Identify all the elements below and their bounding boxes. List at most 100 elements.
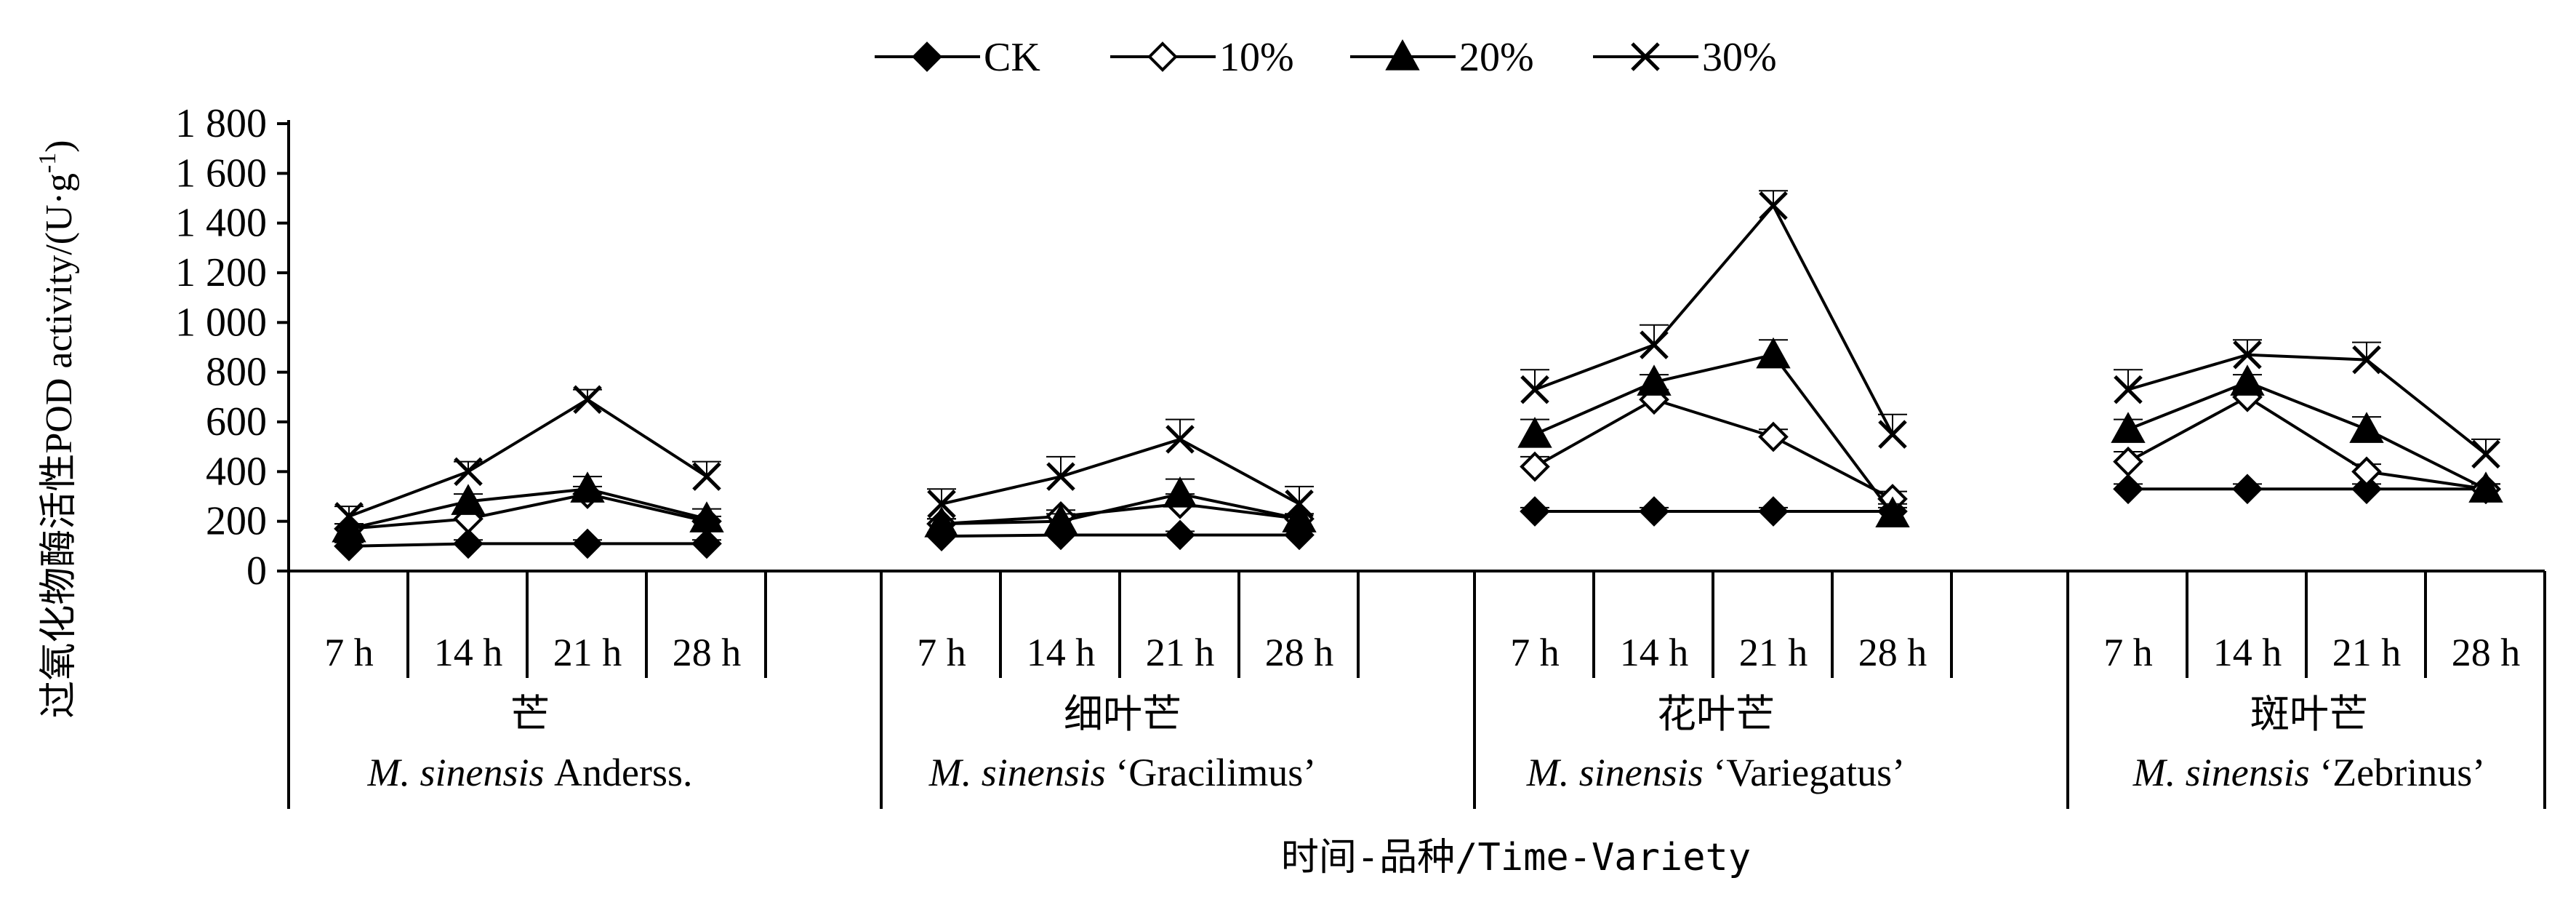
legend-label: CK bbox=[984, 35, 1040, 80]
time-label: 14 h bbox=[2213, 631, 2282, 674]
y-axis-title-close: ) bbox=[39, 140, 80, 152]
cross-stroke bbox=[692, 462, 721, 491]
cross-stroke bbox=[1631, 42, 1660, 71]
time-label: 7 h bbox=[1510, 631, 1560, 674]
cross-stroke bbox=[2233, 340, 2262, 370]
y-tick-label: 0 bbox=[246, 548, 267, 594]
time-label: 14 h bbox=[1027, 631, 1096, 674]
group-label-latin-rest: Anderss. bbox=[554, 751, 692, 794]
cross-stroke bbox=[1165, 425, 1195, 454]
data-point bbox=[927, 489, 956, 519]
y-tick-label: 1 800 bbox=[175, 101, 267, 146]
data-point bbox=[1758, 496, 1789, 527]
data-point bbox=[1759, 191, 1788, 220]
cross-stroke bbox=[1046, 462, 1075, 491]
series-line bbox=[1534, 398, 1893, 500]
series-10pct bbox=[334, 382, 2501, 544]
data-point bbox=[2113, 446, 2143, 477]
group-label-cn: 芒 bbox=[510, 693, 550, 736]
legend-item: 20% bbox=[1350, 35, 1534, 80]
series-line bbox=[348, 397, 708, 518]
legend-item: CK bbox=[875, 35, 1040, 80]
series-line bbox=[941, 437, 1300, 506]
data-point bbox=[2352, 345, 2381, 375]
data-point bbox=[2233, 340, 2262, 370]
data-point bbox=[2468, 471, 2503, 503]
group-label-cn: 花叶芒 bbox=[1657, 693, 1775, 736]
group-label-latin-italic: M. sinensis bbox=[1526, 751, 1714, 794]
group-label-latin-rest: ‘Zebrinus’ bbox=[2319, 751, 2485, 794]
data-point bbox=[451, 484, 486, 515]
data-point bbox=[453, 528, 483, 559]
legend-label: 10% bbox=[1219, 35, 1294, 80]
data-point bbox=[1043, 503, 1078, 535]
group-label-cn: 斑叶芒 bbox=[2250, 693, 2368, 736]
data-point bbox=[2111, 412, 2146, 443]
data-point bbox=[334, 502, 364, 531]
time-label: 14 h bbox=[1620, 631, 1689, 674]
time-label: 21 h bbox=[1739, 631, 1808, 674]
y-tick-label: 1 000 bbox=[175, 300, 267, 345]
group-label-latin: M. sinensis ‘Variegatus’ bbox=[1526, 751, 1905, 794]
y-tick-label: 200 bbox=[206, 499, 267, 544]
series-line bbox=[2127, 395, 2487, 491]
data-point bbox=[2349, 412, 2384, 443]
series-line bbox=[2127, 353, 2487, 455]
data-point bbox=[689, 501, 724, 532]
legend-label: 30% bbox=[1702, 35, 1777, 80]
legend-item: 10% bbox=[1110, 35, 1294, 80]
y-axis-title-main: 过氧化物酶活性POD activity/(U·g bbox=[39, 173, 80, 719]
group-label-cn: 细叶芒 bbox=[1064, 693, 1181, 736]
data-point bbox=[1758, 421, 1789, 452]
y-axis-title-superscript: -1 bbox=[34, 153, 61, 173]
group-label-latin-italic: M. sinensis bbox=[2132, 751, 2320, 794]
cross-stroke bbox=[1285, 489, 1314, 519]
time-label: 28 h bbox=[673, 631, 742, 674]
data-point bbox=[572, 528, 603, 559]
data-point bbox=[1163, 476, 1197, 508]
cross-stroke bbox=[573, 385, 602, 415]
cross-stroke bbox=[1759, 191, 1788, 220]
data-point bbox=[2351, 474, 2382, 505]
data-point bbox=[332, 511, 366, 543]
series-line bbox=[348, 542, 707, 548]
time-label: 21 h bbox=[2332, 631, 2402, 674]
series-line bbox=[348, 492, 707, 530]
series-line bbox=[941, 502, 1300, 526]
legend-label: 20% bbox=[1459, 35, 1534, 80]
data-point bbox=[1520, 375, 1549, 404]
data-point bbox=[2232, 474, 2263, 505]
cross-stroke bbox=[1878, 420, 1907, 449]
legend-item: 30% bbox=[1593, 35, 1777, 80]
y-tick-label: 600 bbox=[206, 399, 267, 444]
data-point bbox=[1165, 519, 1195, 551]
series-30pct bbox=[334, 190, 2500, 531]
time-label: 28 h bbox=[1265, 631, 1334, 674]
y-tick-label: 1 600 bbox=[175, 151, 267, 196]
series-line bbox=[941, 492, 1300, 526]
cross-stroke bbox=[2114, 375, 2143, 404]
data-point bbox=[691, 528, 722, 559]
series-20pct bbox=[332, 337, 2503, 543]
data-point bbox=[1639, 496, 1669, 527]
data-point bbox=[1282, 501, 1317, 532]
cross-stroke bbox=[454, 457, 483, 487]
series-CK bbox=[334, 474, 2501, 562]
data-point bbox=[2230, 364, 2265, 396]
data-point bbox=[1520, 451, 1550, 482]
group-label-latin-rest: ‘Gracilimus’ bbox=[1115, 751, 1316, 794]
data-point bbox=[2114, 375, 2143, 404]
time-label: 21 h bbox=[1146, 631, 1215, 674]
data-point bbox=[924, 506, 959, 538]
data-point bbox=[454, 457, 483, 487]
y-tick-label: 1 200 bbox=[175, 250, 267, 295]
cross-stroke bbox=[2471, 439, 2500, 469]
data-point bbox=[2351, 456, 2382, 487]
legend-marker bbox=[1147, 41, 1178, 72]
data-point bbox=[1046, 462, 1075, 491]
cross-stroke bbox=[334, 502, 364, 531]
cross-stroke bbox=[927, 489, 956, 519]
x-axis-title: 时间-品种/Time-Variety bbox=[1281, 836, 1751, 879]
